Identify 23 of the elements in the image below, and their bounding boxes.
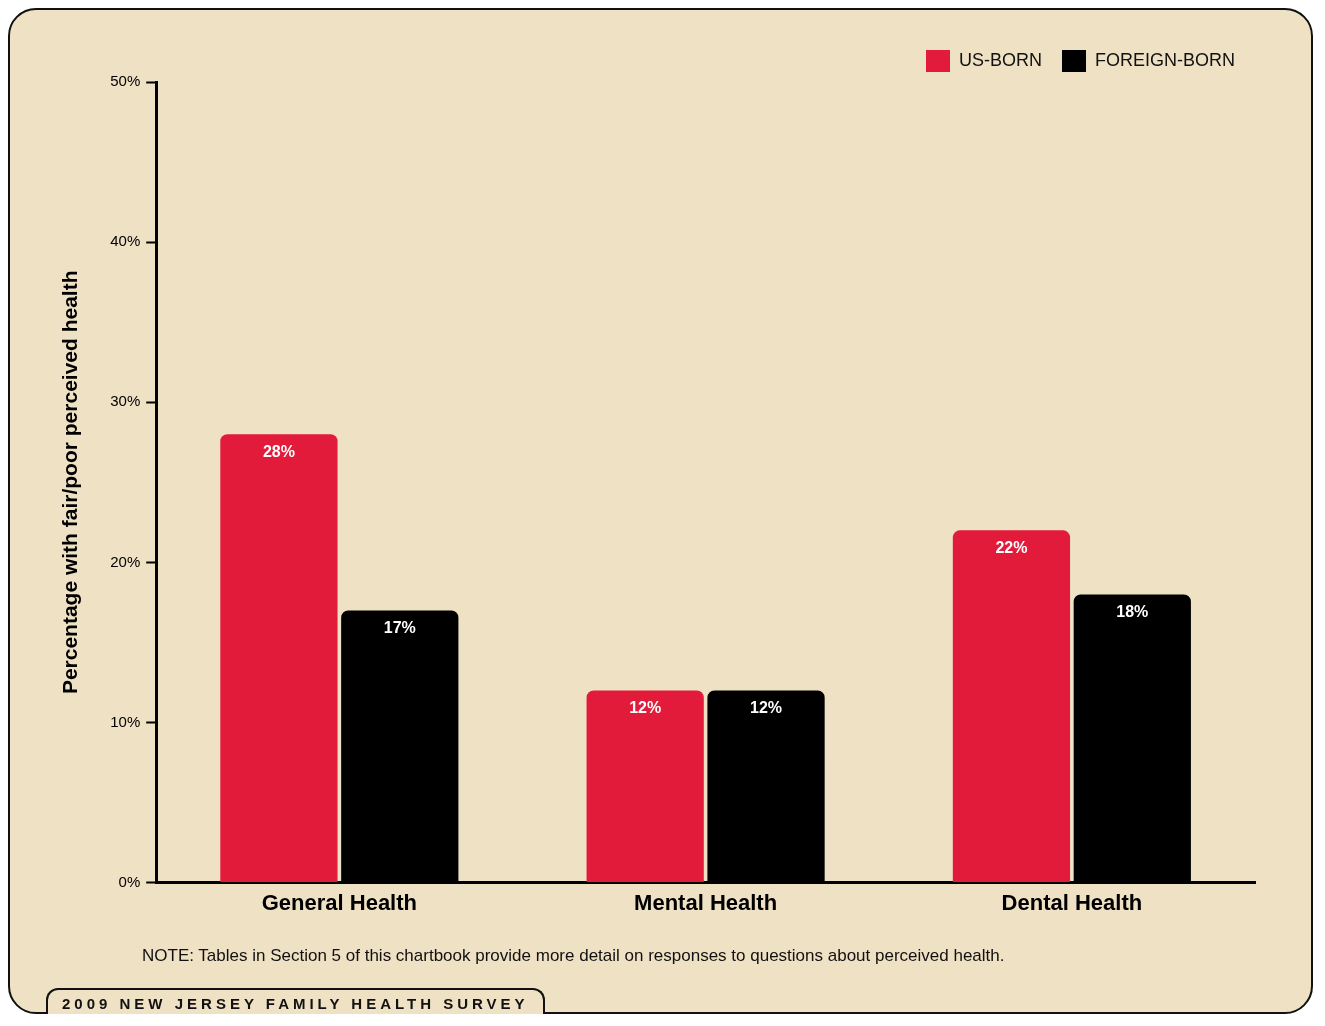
y-tick-label: 20% xyxy=(110,552,141,570)
bar xyxy=(952,530,1071,883)
y-tick-label: 50% xyxy=(110,72,141,90)
text: NOTE: Tables in Section 5 of this chartbook provide more detail on responses to questions about perceived health. xyxy=(142,946,1005,966)
bar xyxy=(220,434,338,883)
x-tick-label: Dental Health xyxy=(1001,889,1143,915)
y-tick-label: 40% xyxy=(110,232,141,250)
bar xyxy=(586,690,704,883)
data-label: 12% xyxy=(629,698,662,716)
x-tick-label: General Health xyxy=(261,889,417,915)
data-label: 22% xyxy=(995,538,1028,556)
text: 2009 NEW JERSEY FAMILY HEALTH SURVEY xyxy=(46,988,545,1014)
y-tick-label: 0% xyxy=(118,872,141,890)
legend-label: FOREIGN-BORN xyxy=(1095,49,1236,70)
y-tick-label: 10% xyxy=(110,712,141,730)
x-tick-label: Mental Health xyxy=(634,889,778,915)
data-label: 18% xyxy=(1116,602,1149,620)
data-label: 12% xyxy=(750,698,783,716)
y-axis-title: Percentage with fair/poor perceived health xyxy=(58,270,82,695)
data-label: 28% xyxy=(262,442,295,460)
data-label: 17% xyxy=(383,618,416,636)
y-tick-label: 30% xyxy=(110,392,141,410)
legend-label: US-BORN xyxy=(959,49,1043,70)
